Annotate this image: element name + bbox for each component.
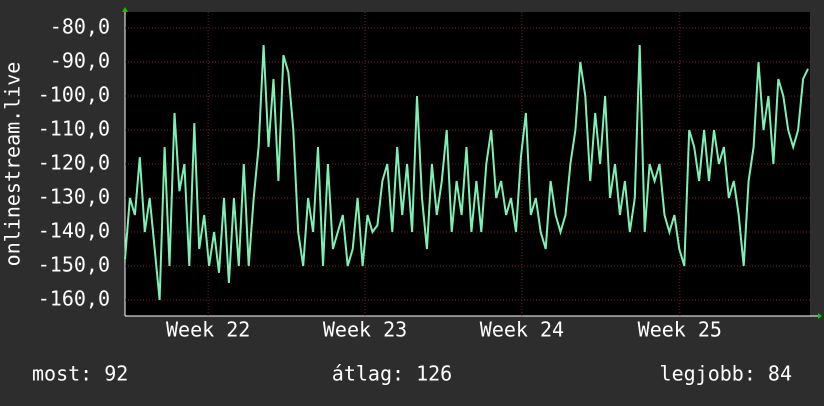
x-tick-label: Week 22	[166, 318, 250, 342]
y-arrow	[122, 7, 128, 12]
y-tick-label: -90,0	[50, 48, 110, 72]
y-tick-label: -100,0	[38, 82, 110, 106]
y-tick-label: -150,0	[38, 253, 110, 277]
y-axis-label: onlinestream.live	[1, 62, 25, 267]
x-tick-label: Week 25	[638, 318, 722, 342]
y-tick-label: -110,0	[38, 116, 110, 140]
y-tick-label: -120,0	[38, 151, 110, 175]
x-tick-label: Week 23	[323, 318, 407, 342]
data-line	[124, 44, 809, 301]
stat-now: most: 92	[32, 362, 128, 386]
stat-best: legjobb: 84	[660, 362, 792, 386]
x-tick-label: Week 24	[480, 318, 564, 342]
y-tick-label: -80,0	[50, 14, 110, 38]
y-tick-label: -130,0	[38, 185, 110, 209]
y-tick-label: -160,0	[38, 287, 110, 311]
stat-avg: átlag: 126	[332, 362, 452, 386]
y-tick-label: -140,0	[38, 219, 110, 243]
x-arrow	[818, 313, 822, 319]
